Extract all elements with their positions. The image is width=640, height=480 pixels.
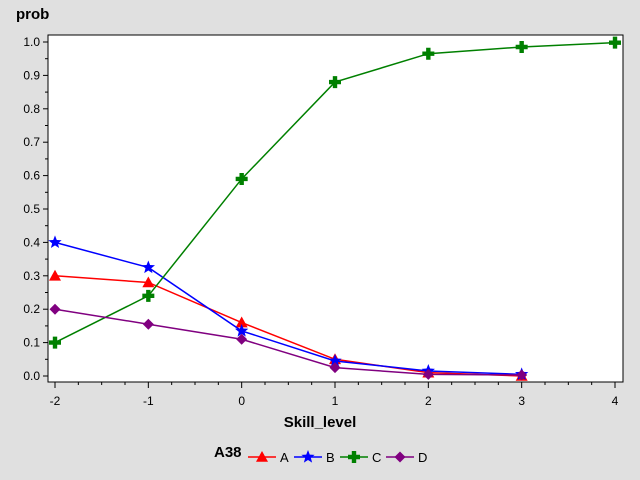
legend-item-d: D xyxy=(386,450,427,465)
x-tick-label: 0 xyxy=(238,394,245,408)
series-c-point xyxy=(422,47,435,60)
legend-title: A38 xyxy=(214,444,242,461)
series-c xyxy=(49,36,621,349)
legend: A B C D xyxy=(248,450,427,465)
legend-label-b: B xyxy=(326,450,335,465)
y-tick-label: 0.0 xyxy=(23,369,40,383)
series-d-point xyxy=(236,333,248,345)
y-tick-label: 0.7 xyxy=(23,135,40,149)
legend-label-d: D xyxy=(418,450,427,465)
y-tick-label: 0.1 xyxy=(23,336,40,350)
series-d-line xyxy=(54,308,522,376)
series-d-point xyxy=(142,318,154,330)
series-c-point xyxy=(515,41,528,54)
y-tick-label: 0.3 xyxy=(23,269,40,283)
y-tick-label: 0.2 xyxy=(23,302,40,316)
series-layer xyxy=(48,36,621,381)
y-tick-label: 0.8 xyxy=(23,102,40,116)
series-d-point xyxy=(516,369,528,381)
x-tick-label: -1 xyxy=(143,394,154,408)
series-a-line xyxy=(54,275,522,377)
legend-swatch-marker xyxy=(348,451,360,463)
x-axis-label: Skill_level xyxy=(283,414,357,431)
legend-swatch-marker xyxy=(394,451,406,463)
y-tick-label: 0.9 xyxy=(23,68,40,82)
legend-swatch-marker xyxy=(256,451,268,462)
x-tick-label: -2 xyxy=(50,394,61,408)
series-d xyxy=(49,303,528,381)
x-tick-label: 3 xyxy=(518,394,525,408)
y-tick-label: 0.6 xyxy=(23,169,40,183)
y-tick-label: 0.4 xyxy=(23,235,40,249)
legend-item-a: A xyxy=(248,450,289,465)
y-tick-label: 1.0 xyxy=(23,35,40,49)
series-d-point xyxy=(422,368,434,380)
series-b-point xyxy=(235,323,249,337)
x-tick-label: 4 xyxy=(612,394,619,408)
series-b-point xyxy=(328,353,342,367)
y-tick-label: 0.5 xyxy=(23,202,40,216)
legend-label-c: C xyxy=(372,450,381,465)
x-tick-label: 1 xyxy=(332,394,339,408)
legend-label-a: A xyxy=(280,450,289,465)
series-b-line xyxy=(54,241,522,376)
y-axis-label: prob xyxy=(16,6,50,23)
series-c-point xyxy=(142,289,155,302)
series-d-point xyxy=(49,303,61,315)
x-tick-label: 2 xyxy=(425,394,432,408)
series-d-point xyxy=(329,362,341,374)
series-c-point xyxy=(329,76,341,89)
series-a-point xyxy=(49,269,61,281)
series-a-point xyxy=(142,276,155,288)
legend-swatch-marker xyxy=(301,450,315,463)
series-a-point xyxy=(235,316,248,328)
series-c-point xyxy=(609,36,621,49)
legend-item-b: B xyxy=(294,450,335,465)
series-c-point xyxy=(49,336,61,349)
x-axis: -2 -1 0 1 2 3 4 xyxy=(50,382,619,408)
series-b-point xyxy=(48,235,62,249)
y-axis: 0.0 0.1 0.2 0.3 0.4 0.5 0.6 0.7 0.8 0.9 1.0 xyxy=(23,35,48,383)
legend-item-c: C xyxy=(340,450,381,465)
series-b-point xyxy=(141,260,155,274)
series-c-point xyxy=(235,172,248,185)
